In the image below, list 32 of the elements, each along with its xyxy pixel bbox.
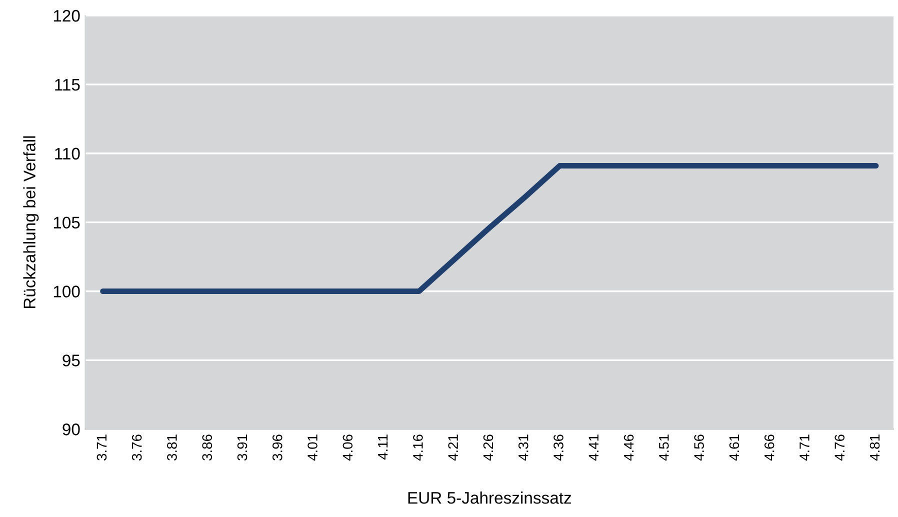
x-tick-label: 4.26 xyxy=(483,434,494,461)
y-tick-label: 95 xyxy=(62,354,80,366)
x-tick-label: 3.76 xyxy=(132,434,142,460)
x-tick-label: 4.56 xyxy=(694,434,704,461)
x-tick-label: 4.66 xyxy=(764,434,774,461)
x-tick-label: 4.61 xyxy=(729,434,740,461)
x-tick-label: 3.86 xyxy=(202,434,212,460)
y-tick-label: 110 xyxy=(55,148,80,160)
x-tick-label: 4.71 xyxy=(800,434,810,461)
y-tick-label: 115 xyxy=(55,79,80,91)
x-tick-label: 4.06 xyxy=(342,434,353,461)
x-tick-label: 4.31 xyxy=(518,434,528,461)
x-tick-label: 4.81 xyxy=(870,434,880,461)
x-axis-title: EUR 5-Jahreszinssatz xyxy=(408,492,572,504)
x-tick-label: 4.46 xyxy=(624,434,634,461)
x-tick-label: 4.01 xyxy=(308,434,318,461)
x-tick-label: 3.81 xyxy=(167,434,177,460)
x-tick-label: 4.76 xyxy=(834,434,845,461)
x-tick-label: 4.51 xyxy=(659,434,669,461)
y-tick-label: 90 xyxy=(62,424,80,436)
x-tick-label: 4.36 xyxy=(554,434,564,461)
y-tick-label: 100 xyxy=(54,286,80,298)
x-tick-label: 4.21 xyxy=(448,434,458,461)
x-tick-label: 3.71 xyxy=(96,434,107,460)
x-tick-label: 4.16 xyxy=(413,434,423,461)
y-axis-title: Rückzahlung bei Verfall xyxy=(23,136,39,308)
x-tick-label: 4.41 xyxy=(588,434,598,461)
x-tick-label: 3.91 xyxy=(237,434,248,460)
y-tick-label: 120 xyxy=(54,10,80,22)
x-tick-label: 3.96 xyxy=(272,434,282,460)
x-tick-label: 4.11 xyxy=(378,434,388,460)
y-tick-label: 105 xyxy=(54,216,80,229)
